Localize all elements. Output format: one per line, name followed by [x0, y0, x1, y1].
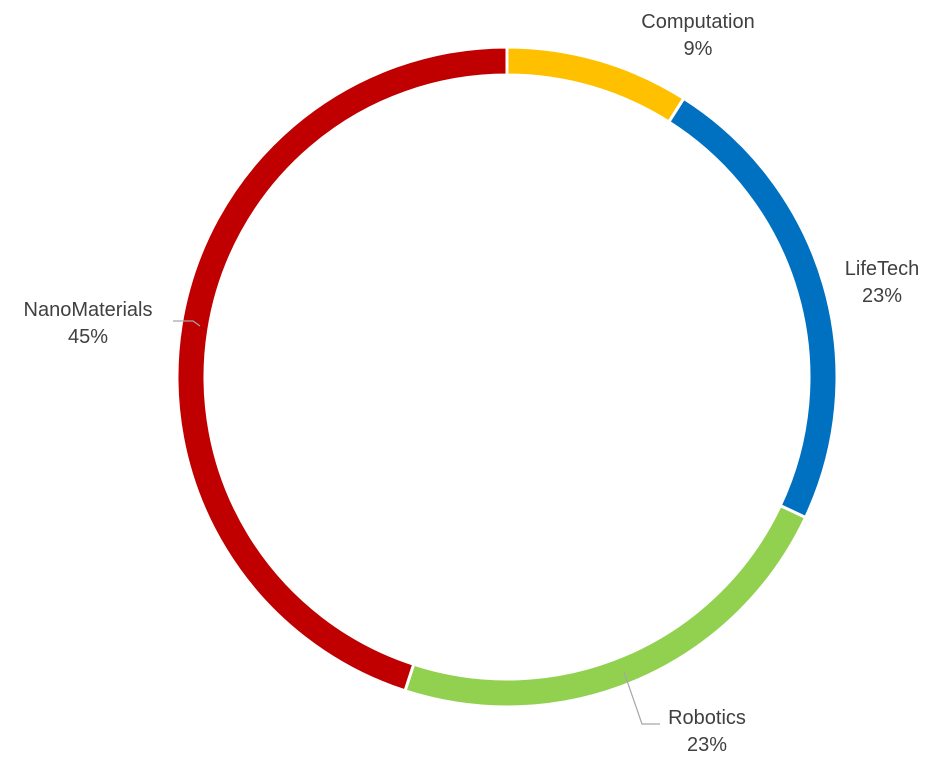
slice-lifetech	[666, 96, 839, 520]
label-value-nanomaterials: 45%	[68, 326, 108, 348]
slice-nanomaterials	[175, 45, 509, 693]
leader-lines	[173, 320, 660, 725]
leader-line-nanomaterials	[173, 320, 201, 327]
donut-slices	[175, 45, 839, 709]
data-labels: Computation 9% LifeTech 23% Robotics 23% NanoM…	[24, 11, 920, 756]
label-value-lifetech: 23%	[862, 285, 902, 307]
label-category-lifetech: LifeTech	[845, 258, 920, 280]
slice-robotics	[403, 503, 808, 709]
label-category-computation: Computation	[641, 11, 754, 33]
label-value-computation: 9%	[684, 38, 713, 60]
label-category-nanomaterials: NanoMaterials	[24, 299, 153, 321]
leader-line-robotics	[623, 671, 660, 725]
label-category-robotics: Robotics	[668, 707, 746, 729]
label-value-robotics: 23%	[687, 734, 727, 752]
slice-computation	[505, 45, 686, 125]
